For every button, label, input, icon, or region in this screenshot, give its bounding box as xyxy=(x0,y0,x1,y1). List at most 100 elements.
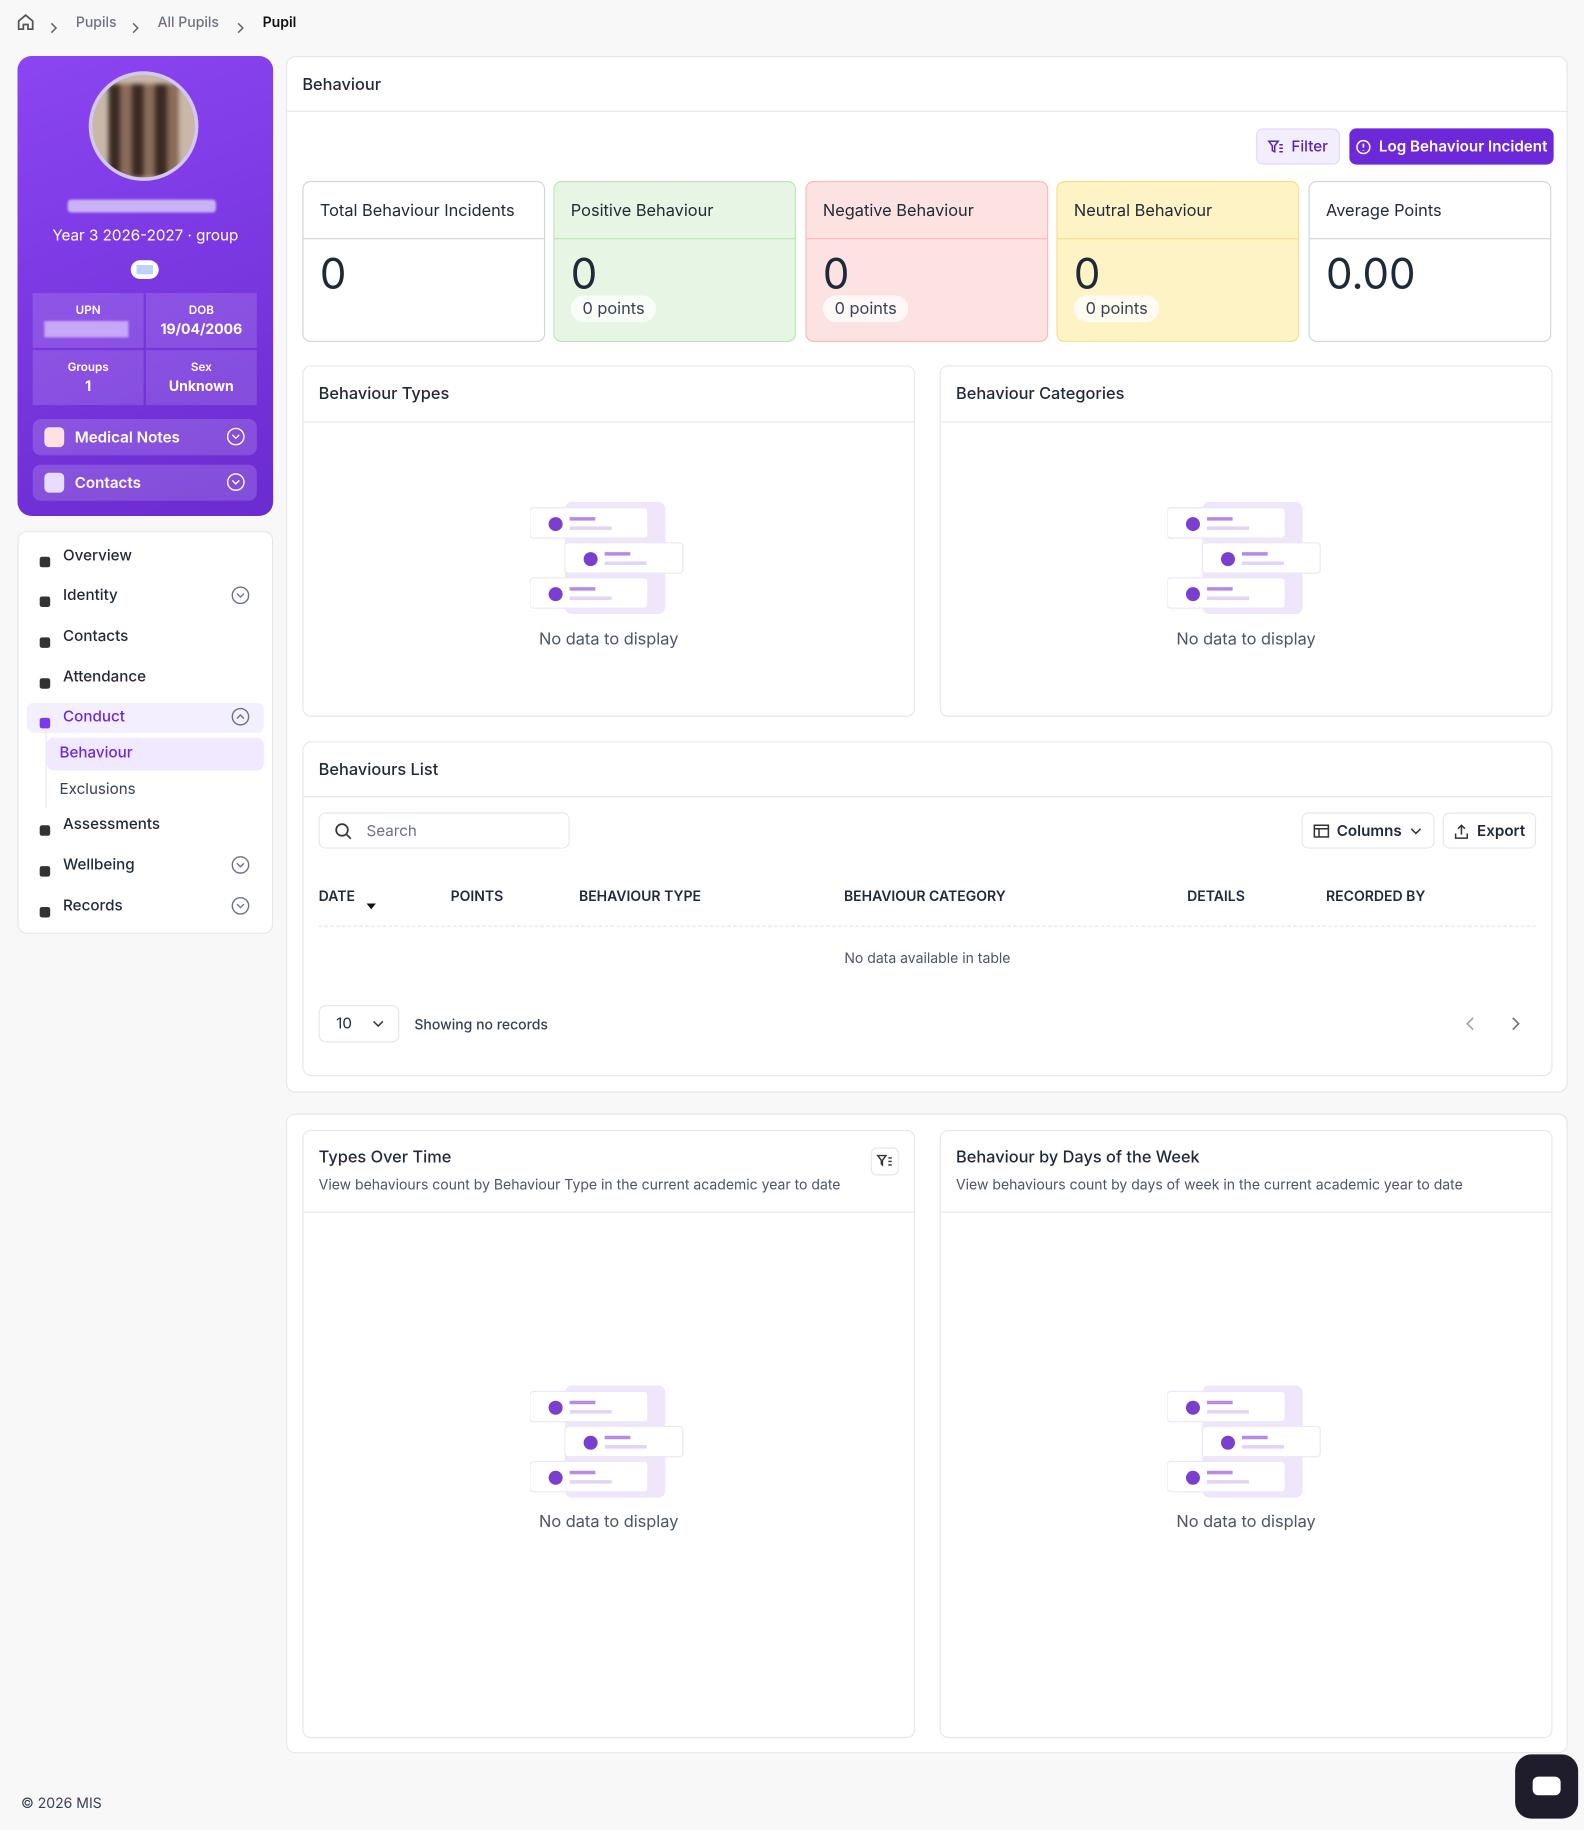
log-incident-button[interactable]: Log Behaviour Incident xyxy=(1349,128,1554,165)
button-label: Columns xyxy=(1336,821,1402,840)
column-header[interactable]: POINTS xyxy=(450,887,504,905)
field-label: Sex xyxy=(190,360,212,375)
expand-icon xyxy=(226,427,245,450)
page-size-select[interactable]: 10 xyxy=(318,1005,400,1043)
badge xyxy=(130,260,159,279)
list-title: Behaviours List xyxy=(318,759,439,780)
breadcrumb-item[interactable]: All Pupils xyxy=(157,12,219,31)
breadcrumb-separator xyxy=(236,15,245,38)
accordion-label: Contacts xyxy=(74,473,141,493)
nav-item[interactable]: Contacts xyxy=(63,626,129,646)
stat-points: 0 points xyxy=(822,295,909,323)
chart-title: Types Over Time xyxy=(318,1147,452,1168)
expand-icon xyxy=(231,707,250,730)
nav-sub-item[interactable]: Behaviour xyxy=(59,743,133,763)
nav-item[interactable]: Overview xyxy=(63,546,132,565)
behaviours-list: Behaviours List Search Columns Export DA… xyxy=(302,741,1553,1077)
column-header[interactable]: DETAILS xyxy=(1187,887,1245,905)
chart-subtitle: View behaviours count by days of week in… xyxy=(956,1175,1463,1193)
column-header[interactable]: RECORDED BY xyxy=(1326,887,1426,905)
nav-item[interactable]: Conduct xyxy=(63,707,125,727)
panel-title: Behaviour Categories xyxy=(956,384,1125,404)
nav-icon xyxy=(39,711,52,734)
empty-illustration xyxy=(1166,1385,1323,1504)
chart-filter-button[interactable] xyxy=(870,1147,899,1176)
stat-card: Average Points 0.00 xyxy=(1308,180,1552,343)
home-icon[interactable] xyxy=(15,12,36,33)
panel: Behaviour Categories No data to display xyxy=(939,365,1553,717)
chart-panel: Behaviour by Days of the Week View behavi… xyxy=(939,1129,1553,1739)
breadcrumb-item: Pupil xyxy=(262,12,297,31)
stat-divider xyxy=(554,238,795,240)
nav-item[interactable]: Identity xyxy=(63,585,118,605)
field-value: 19/04/2006 xyxy=(160,319,243,338)
panel-divider xyxy=(303,421,914,423)
column-header[interactable]: BEHAVIOUR CATEGORY xyxy=(843,887,1006,905)
nav-sub-active-bg xyxy=(46,737,264,771)
nav-icon xyxy=(39,671,52,694)
prev-page[interactable] xyxy=(1465,1016,1477,1032)
nav-icon xyxy=(39,589,52,612)
profile-field: DOB 19/04/2006 xyxy=(145,292,257,348)
export-button[interactable]: Export xyxy=(1442,812,1537,849)
stat-points: 0 points xyxy=(570,295,657,323)
nav-item[interactable]: Attendance xyxy=(63,667,147,687)
nav-icon xyxy=(39,818,52,841)
expand-icon xyxy=(226,473,245,496)
panel-divider xyxy=(940,421,1552,423)
pupil-name-redacted xyxy=(67,199,216,213)
nav-item[interactable]: Records xyxy=(63,896,123,916)
profile-field: Groups 1 xyxy=(32,350,144,406)
expand-icon xyxy=(231,896,250,919)
stat-value: 0 xyxy=(1073,247,1101,299)
avatar xyxy=(88,71,199,181)
column-header[interactable]: DATE xyxy=(318,887,355,905)
empty-message: No data to display xyxy=(539,629,679,650)
expand-icon xyxy=(231,856,250,879)
accordion[interactable]: Medical Notes xyxy=(32,419,257,456)
nav-icon xyxy=(39,859,52,882)
chat-button[interactable] xyxy=(1515,1754,1579,1819)
stat-value: 0.00 xyxy=(1326,247,1416,299)
chart-panel: Types Over Time View behaviours count by … xyxy=(302,1129,916,1739)
breadcrumb-item[interactable]: Pupils xyxy=(75,12,117,31)
empty-illustration xyxy=(1166,501,1323,620)
panel-title: Behaviour Types xyxy=(318,384,450,404)
stat-label: Positive Behaviour xyxy=(570,200,714,221)
accordion-icon xyxy=(44,472,65,493)
chart-divider xyxy=(940,1211,1552,1213)
next-page[interactable] xyxy=(1509,1016,1521,1032)
stat-divider xyxy=(1057,238,1299,240)
page-size: 10 xyxy=(336,1014,352,1034)
search-input[interactable]: Search xyxy=(318,812,570,849)
chart-title: Behaviour by Days of the Week xyxy=(956,1147,1200,1168)
empty-message: No data to display xyxy=(539,1511,679,1532)
field-label: DOB xyxy=(188,303,214,318)
chart-divider xyxy=(303,1211,914,1213)
breadcrumb-separator xyxy=(131,15,140,38)
nav-icon xyxy=(39,550,52,573)
nav-sub-item[interactable]: Exclusions xyxy=(59,779,136,799)
nav-item[interactable]: Wellbeing xyxy=(63,855,135,875)
nav-icon xyxy=(39,630,52,653)
empty-message: No data to display xyxy=(1176,629,1316,650)
stat-divider xyxy=(806,238,1048,240)
accordion[interactable]: Contacts xyxy=(32,464,257,501)
stat-label: Negative Behaviour xyxy=(822,200,974,221)
column-header[interactable]: BEHAVIOUR TYPE xyxy=(578,887,702,905)
stat-points: 0 points xyxy=(1073,295,1160,323)
stat-value: 0 xyxy=(319,247,347,299)
nav-item[interactable]: Assessments xyxy=(63,814,161,834)
chart-subtitle: View behaviours count by Behaviour Type … xyxy=(318,1175,841,1193)
field-value: 1 xyxy=(85,377,92,395)
columns-button[interactable]: Columns xyxy=(1301,812,1435,849)
pupil-class: Year 3 2026-2027 · group xyxy=(52,226,239,246)
stat-label: Neutral Behaviour xyxy=(1073,200,1213,221)
button-label: Export xyxy=(1477,821,1526,840)
stat-card: Positive Behaviour 0 0 points xyxy=(553,180,797,343)
stat-label: Average Points xyxy=(1326,200,1442,221)
filter-button[interactable]: Filter xyxy=(1255,128,1341,165)
